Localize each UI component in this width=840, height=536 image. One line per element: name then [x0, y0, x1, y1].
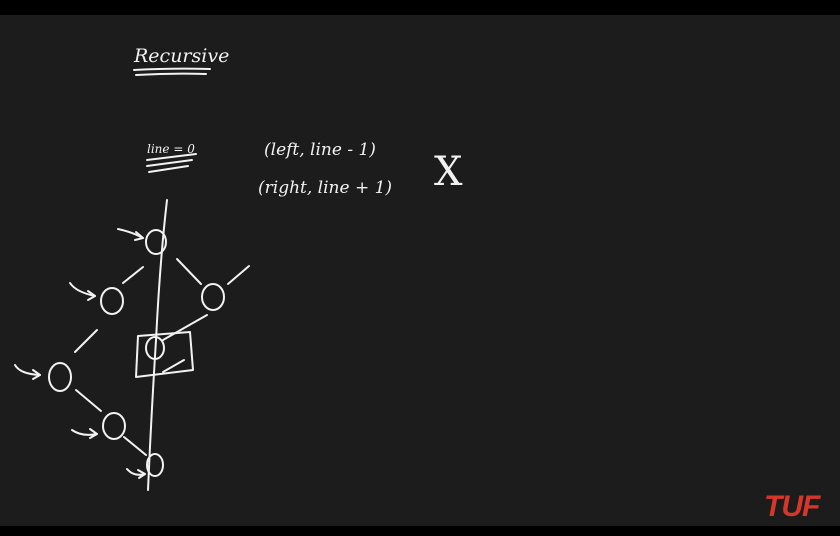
title-underline-2: [135, 72, 207, 76]
arrow-leftleft: [14, 364, 41, 380]
highlight-box: [135, 331, 194, 378]
letterbox-top: [0, 0, 840, 15]
edge-right-center: [162, 314, 208, 341]
edge-left-leftleft: [74, 329, 98, 353]
edge-right-tick: [227, 265, 250, 285]
letterbox-bottom: [0, 526, 840, 536]
edge-root-left: [122, 266, 144, 284]
call-right-text: (right, line + 1): [258, 178, 392, 198]
init-underline: [146, 153, 197, 161]
init-underline-3: [148, 165, 189, 173]
node-leftleft: [48, 362, 72, 392]
node-right: [201, 283, 225, 311]
edge-root-right: [176, 258, 202, 285]
node-bottom: [146, 453, 164, 477]
node-left: [100, 287, 124, 315]
edge-leftleft-down: [75, 389, 102, 412]
node-center: [145, 336, 165, 360]
arrow-left: [69, 282, 96, 301]
init-label: line = 0: [147, 142, 195, 156]
tree-nodes: [48, 229, 225, 477]
title-text: Recursive: [133, 45, 229, 67]
arrow-root: [117, 228, 144, 241]
vertical-line: [147, 199, 168, 491]
arrow-down: [71, 428, 98, 439]
title-underline: [133, 67, 211, 71]
arrows: [14, 228, 146, 479]
call-left-text: (left, line - 1): [264, 140, 376, 160]
tuf-logo: TUF: [764, 490, 820, 523]
tree-edges: [74, 258, 250, 456]
edge-down-bottom: [123, 436, 147, 456]
init-underline-2: [146, 159, 193, 167]
box-tick: [162, 359, 185, 373]
node-down: [102, 412, 126, 440]
arrow-bottom: [126, 468, 146, 479]
node-root: [145, 229, 167, 255]
cross-mark: X: [434, 149, 463, 195]
